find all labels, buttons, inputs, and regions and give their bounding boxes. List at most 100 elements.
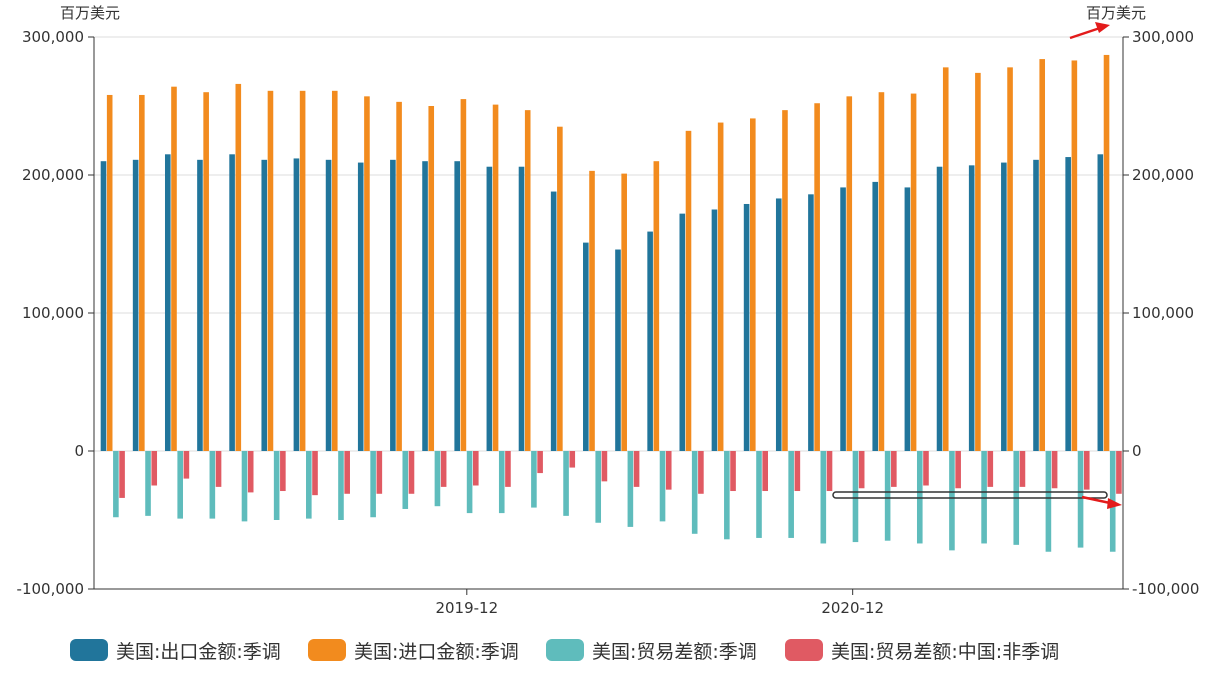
legend-item-china-balance[interactable]: 美国:贸易差额:中国:非季调 <box>785 632 1059 668</box>
bar <box>858 451 865 489</box>
bar <box>846 96 853 451</box>
bar <box>840 187 846 452</box>
bar <box>402 451 409 509</box>
bar <box>563 451 569 516</box>
bar <box>376 451 383 494</box>
bar <box>267 90 274 451</box>
bar <box>987 451 994 487</box>
legend-item-exports[interactable]: 美国:出口金额:季调 <box>70 632 281 668</box>
bar <box>820 451 827 544</box>
legend-label: 美国:贸易差额:中国:非季调 <box>831 640 1060 663</box>
bar <box>756 451 762 538</box>
bar <box>891 451 897 487</box>
red-arrow-head-icon <box>1095 22 1110 33</box>
x-tick-label: 2019-12 <box>435 599 498 617</box>
bar <box>299 90 306 451</box>
bar <box>344 451 350 494</box>
y-tick-label-right: 200,000 <box>1132 166 1194 184</box>
legend-label: 美国:贸易差额:季调 <box>592 640 757 663</box>
bar <box>1097 154 1104 452</box>
bar <box>472 451 479 486</box>
bar <box>145 451 151 516</box>
bar <box>698 451 704 494</box>
bar <box>440 451 447 487</box>
bar <box>557 126 563 451</box>
bar <box>261 159 268 451</box>
bar <box>434 451 441 507</box>
bar <box>524 110 531 451</box>
bar <box>762 451 769 492</box>
bar <box>408 451 415 494</box>
bar <box>241 451 248 522</box>
bar <box>884 451 891 541</box>
bar <box>1039 59 1046 451</box>
bar <box>942 67 949 452</box>
bar <box>428 106 435 451</box>
legend-swatch <box>70 639 108 661</box>
bar <box>975 72 981 451</box>
bar <box>601 451 608 482</box>
bar <box>981 451 987 544</box>
grid-lines <box>94 36 1123 590</box>
legend-swatch <box>546 639 584 661</box>
legend-label: 美国:出口金额:季调 <box>116 640 281 663</box>
bar <box>247 451 254 493</box>
bar <box>312 451 318 496</box>
y-tick-label-right: 100,000 <box>1132 304 1194 322</box>
bar <box>325 159 332 451</box>
bar <box>878 92 885 451</box>
y-tick-label-left: 200,000 <box>22 166 84 184</box>
bar <box>454 161 460 451</box>
axes: 300,000 300,000 200,000 200,000 100,000 100,0… <box>17 28 1200 617</box>
bar <box>685 130 692 451</box>
annotations <box>832 22 1122 509</box>
right-unit-label: 百万美元 <box>1086 4 1146 22</box>
bar <box>177 451 183 519</box>
bar <box>396 101 402 452</box>
x-tick-label: 2020-12 <box>821 599 884 617</box>
bar <box>665 451 672 490</box>
bar <box>306 451 312 519</box>
bar <box>215 451 222 487</box>
bar <box>151 451 158 486</box>
bar <box>621 173 627 451</box>
bar <box>235 83 242 452</box>
bar <box>119 451 125 498</box>
y-tick-label-left: 300,000 <box>22 28 84 46</box>
bar <box>505 451 511 487</box>
bar <box>750 118 756 452</box>
bar <box>390 159 396 451</box>
bar <box>183 451 190 479</box>
bar <box>775 198 782 451</box>
bar <box>633 451 640 487</box>
y-tick-label-right: 0 <box>1132 442 1142 460</box>
legend-swatch <box>785 639 823 661</box>
bar <box>916 451 923 544</box>
bar-chart: 百万美元 百万美元 300,000 300,000 200,000 200,000 10… <box>17 4 1200 617</box>
bar <box>717 122 724 451</box>
y-tick-label-left: 100,000 <box>22 304 84 322</box>
y-tick-label-left: -100,000 <box>17 580 84 598</box>
bar <box>949 451 955 551</box>
bar <box>209 451 216 519</box>
bar <box>466 451 473 514</box>
bar <box>357 162 364 451</box>
bar <box>106 94 113 452</box>
bar <box>537 451 543 474</box>
legend-item-trade-balance[interactable]: 美国:贸易差额:季调 <box>546 632 757 668</box>
bar <box>814 103 820 452</box>
bar <box>872 181 879 451</box>
bar <box>364 96 370 451</box>
bar <box>615 249 621 451</box>
bar <box>653 161 660 451</box>
bar <box>460 99 467 451</box>
bar <box>273 451 280 520</box>
bar <box>1083 451 1090 490</box>
bar <box>1071 60 1078 452</box>
legend-item-imports[interactable]: 美国:进口金额:季调 <box>308 632 519 668</box>
bar <box>422 161 428 451</box>
bar <box>627 451 634 527</box>
bar <box>788 451 794 538</box>
bar <box>203 92 209 451</box>
red-arrow-head-icon-2 <box>1107 498 1122 509</box>
